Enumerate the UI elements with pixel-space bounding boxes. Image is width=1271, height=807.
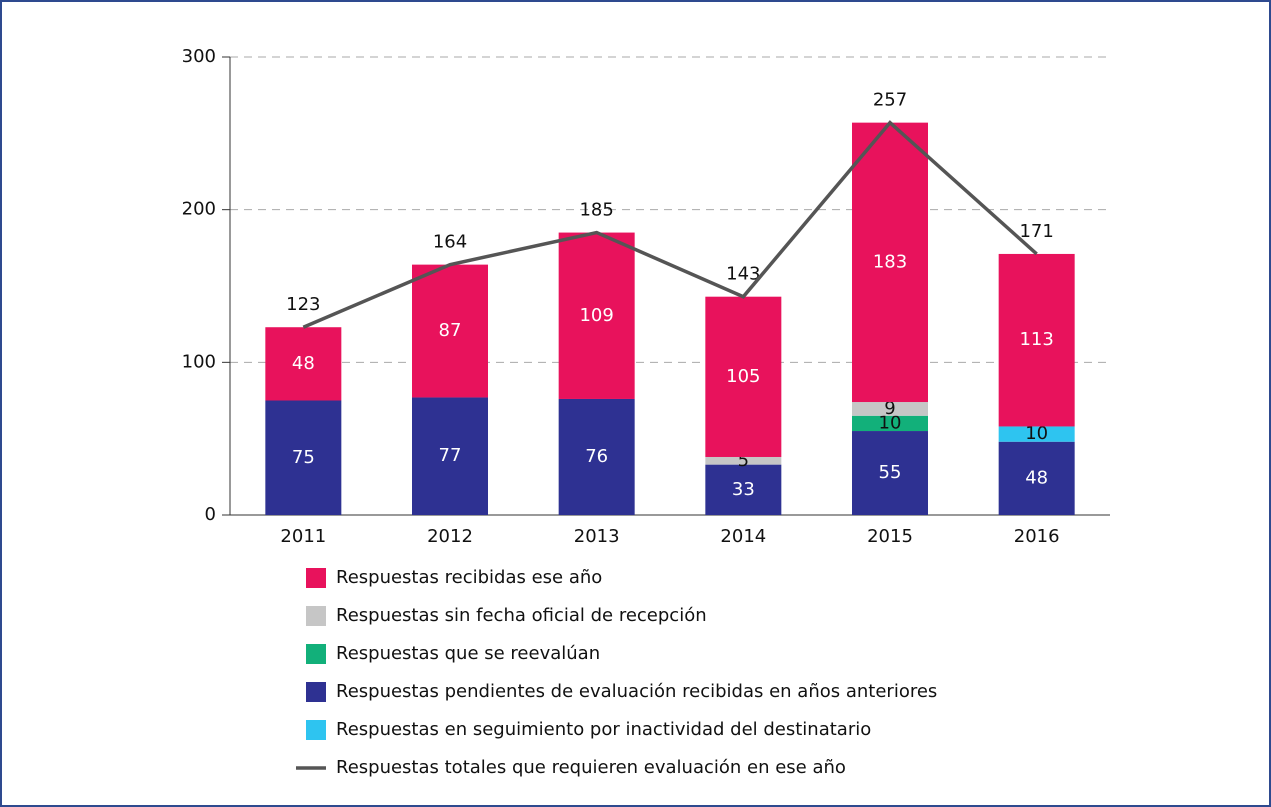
bar-segment (998, 426, 1075, 442)
bar-segment (705, 464, 782, 515)
data-label: 9 (884, 398, 895, 419)
data-label: 55 (879, 462, 902, 483)
bar-segment (852, 431, 928, 515)
total-label: 171 (1019, 221, 1053, 242)
line (302, 120, 1038, 329)
data-label: 77 (439, 445, 462, 466)
legend-swatch (306, 682, 326, 702)
data-label: 183 (873, 251, 907, 272)
data-label: 87 (439, 320, 462, 341)
bar-segment (558, 232, 635, 399)
data-label: 76 (585, 446, 608, 467)
total-label: 143 (726, 264, 760, 285)
legend-label: Respuestas sin fecha oficial de recepció… (336, 605, 707, 626)
x-tick-label: 2015 (867, 526, 913, 547)
legend-label: Respuestas en seguimiento por inactivida… (336, 719, 871, 740)
bar-segment (852, 402, 928, 416)
y-tick-label: 0 (205, 504, 216, 525)
legend-label: Respuestas pendientes de evaluación reci… (336, 681, 937, 702)
y-tick-label: 100 (182, 351, 216, 372)
x-tick-label: 2011 (280, 526, 326, 547)
bar-segment (998, 253, 1075, 427)
data-label: 75 (292, 447, 315, 468)
data-label: 105 (726, 366, 760, 387)
legend-label: Respuestas totales que requieren evaluac… (336, 757, 846, 778)
bar-segment (852, 122, 928, 403)
bar-segment (265, 327, 342, 401)
total-label: 185 (579, 200, 613, 221)
y-tick-label: 300 (182, 46, 216, 67)
total-label: 257 (873, 90, 907, 111)
y-tick-label: 200 (182, 199, 216, 220)
data-label: 10 (1025, 423, 1048, 444)
bar-segment (412, 264, 488, 398)
x-tick-label: 2012 (427, 526, 473, 547)
data-label: 109 (579, 305, 613, 326)
legend-swatch (306, 606, 326, 626)
bar-segment (705, 456, 782, 465)
x-tick-label: 2013 (574, 526, 620, 547)
data-label: 48 (1025, 467, 1048, 488)
data-label: 33 (732, 479, 755, 500)
bar-segment (852, 415, 928, 432)
data-label: 48 (292, 353, 315, 374)
x-tick-label: 2016 (1014, 526, 1060, 547)
x-tick-label: 2014 (720, 526, 766, 547)
legend-swatch (306, 644, 326, 664)
legend-label: Respuestas recibidas ese año (336, 567, 602, 588)
total-label: 123 (286, 294, 320, 315)
bar-segment (412, 397, 488, 515)
legend-swatch (306, 568, 326, 588)
bar-segment (998, 441, 1075, 515)
data-label: 5 (738, 450, 749, 471)
bar-segment (558, 398, 635, 515)
data-label: 10 (879, 412, 902, 433)
legend-label: Respuestas que se reevalúan (336, 643, 600, 664)
bar-segment (705, 296, 782, 457)
total-label: 164 (433, 232, 467, 253)
legend-swatch (306, 720, 326, 740)
data-label: 113 (1019, 329, 1053, 350)
bar-segment (265, 400, 342, 515)
